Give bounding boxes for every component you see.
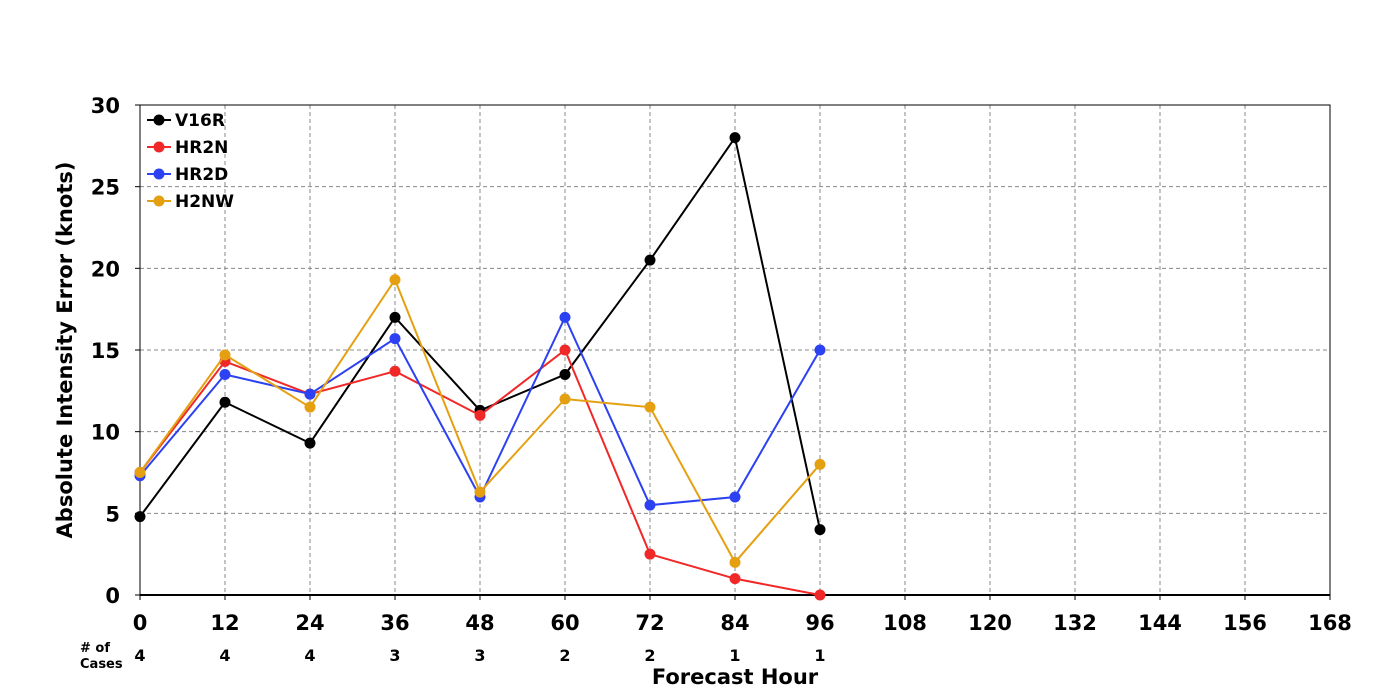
case-count: 3 [389,646,400,665]
x-tick-label: 156 [1223,611,1267,635]
series-group [134,132,826,601]
data-point-h2nw [474,486,486,498]
data-point-hr2d [559,311,571,323]
cases-row: # of Cases 4 4 4 3 3 2 2 1 1 [80,641,826,672]
case-count: 1 [729,646,740,665]
x-tick-label: 60 [550,611,579,635]
y-axis-title: Absolute Intensity Error (knots) [53,162,77,539]
x-tick-label: 96 [805,611,834,635]
data-point-hr2d [814,344,826,356]
data-point-v16r [389,311,401,323]
data-point-hr2n [729,573,741,585]
legend-label-v16r: V16R [175,111,225,131]
data-point-h2nw [729,556,741,568]
x-tick-label: 168 [1308,611,1352,635]
data-point-v16r [134,511,146,523]
x-axis-title: Forecast Hour [652,665,819,689]
data-point-hr2d [219,369,231,380]
data-point-h2nw [644,401,656,413]
x-tick-label: 132 [1053,611,1097,635]
y-tick-labels: 0 5 10 15 20 25 30 [91,94,140,608]
x-tick-labels: 0 12 24 36 48 60 72 84 96 108 120 132 144 156 168 [133,595,1352,635]
data-point-h2nw [134,467,146,478]
data-point-h2nw [389,274,401,286]
data-point-hr2n [814,589,826,601]
x-tick-label: 36 [380,611,409,635]
legend-marker-hr2d [153,168,165,180]
legend-marker-hr2n [153,141,165,153]
legend-label-hr2n: HR2N [175,138,228,158]
case-count: 3 [474,646,485,665]
data-point-h2nw [304,401,316,413]
data-point-v16r [644,254,656,266]
data-point-v16r [729,132,741,144]
y-tick-label: 10 [91,421,120,445]
x-tick-label: 24 [295,611,324,635]
data-point-v16r [219,396,231,408]
data-point-v16r [559,369,571,380]
data-point-v16r [814,524,826,536]
x-tick-label: 84 [720,611,749,635]
data-point-hr2d [389,333,401,345]
legend: V16R HR2N HR2D H2NW [147,111,234,212]
x-tick-label: 108 [883,611,927,635]
case-count: 4 [134,646,145,665]
data-point-h2nw [814,458,826,470]
data-point-hr2n [644,548,656,560]
x-tick-label: 120 [968,611,1012,635]
case-count: 4 [304,646,315,665]
legend-label-h2nw: H2NW [175,192,234,212]
data-point-h2nw [559,393,571,405]
case-count: 2 [644,646,655,665]
case-count: 2 [559,646,570,665]
data-point-h2nw [219,349,231,361]
x-tick-label: 12 [210,611,239,635]
cases-label-line1: # of [80,641,110,656]
y-tick-label: 20 [91,257,120,281]
x-tick-label: 144 [1138,611,1182,635]
data-point-hr2n [559,344,571,356]
x-tick-label: 48 [465,611,494,635]
x-tick-label: 0 [133,611,148,635]
data-point-v16r [304,437,316,449]
grid [140,105,1330,595]
case-count: 4 [219,646,230,665]
cases-label-line2: Cases [80,657,123,672]
y-tick-label: 15 [91,339,120,363]
y-tick-label: 5 [105,502,120,526]
case-count: 1 [814,646,825,665]
y-tick-label: 25 [91,176,120,200]
data-point-hr2n [474,409,486,421]
y-tick-label: 0 [105,584,120,608]
data-point-hr2n [389,365,401,377]
x-tick-label: 72 [635,611,664,635]
data-point-hr2d [644,499,656,511]
y-tick-label: 30 [91,94,120,118]
data-point-hr2d [729,491,741,503]
data-point-hr2d [304,388,316,400]
legend-marker-h2nw [153,195,165,207]
legend-label-hr2d: HR2D [175,165,228,185]
legend-marker-v16r [153,114,165,126]
